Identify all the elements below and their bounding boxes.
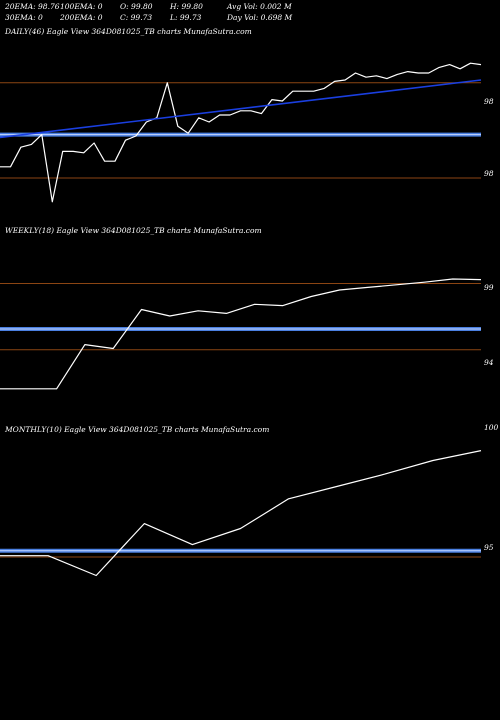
header-ema100: 100EMA: 0 [60, 2, 103, 11]
monthly-price-line [0, 450, 482, 577]
header-ema20: 20EMA: 98.76 [5, 2, 60, 11]
header-day-vol: Day Vol: 0.698 M [227, 13, 293, 22]
monthly-tick-label-1: 95 [484, 543, 494, 552]
weekly-tick-label-1: 94 [484, 358, 494, 367]
daily-tick-label-0: 98 [484, 97, 494, 106]
monthly-tick-label-0: 100 [484, 423, 499, 432]
weekly-price-line [0, 278, 482, 390]
monthly-chart-title: MONTHLY(10) Eagle View 364D081025_TB cha… [5, 425, 270, 434]
daily-chart-title: DAILY(46) Eagle View 364D081025_TB chart… [5, 27, 252, 36]
daily-price-line [0, 62, 482, 203]
header-ema200: 200EMA: 0 [60, 13, 103, 22]
header-ema30: 30EMA: 0 [5, 13, 43, 22]
daily-ema-line [0, 79, 482, 139]
header-open: O: 99.80 [120, 2, 153, 11]
header-close: C: 99.73 [120, 13, 153, 22]
header-avg-vol: Avg Vol: 0.002 M [227, 2, 292, 11]
weekly-chart-title: WEEKLY(18) Eagle View 364D081025_TB char… [5, 226, 262, 235]
header-low: L: 99.73 [170, 13, 202, 22]
weekly-tick-label-0: 99 [484, 283, 494, 292]
header-high: H: 99.80 [170, 2, 203, 11]
daily-tick-label-1: 98 [484, 169, 494, 178]
